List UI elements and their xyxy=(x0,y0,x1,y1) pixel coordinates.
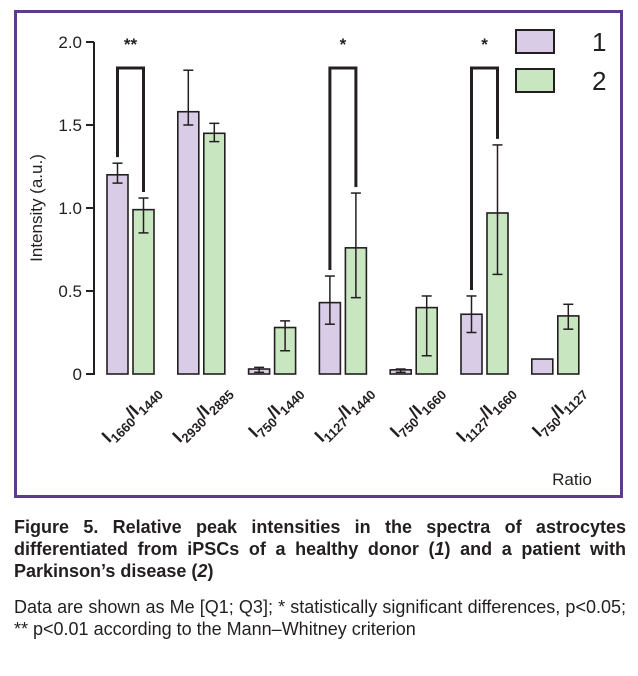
caption-group-1: 1 xyxy=(434,539,445,559)
y-tick-label: 1.0 xyxy=(58,199,82,218)
bar-series-1-cat-1 xyxy=(106,174,129,375)
x-axis-label: Ratio xyxy=(552,470,592,489)
legend-label-2: 2 xyxy=(592,66,606,96)
significance-bracket xyxy=(116,66,145,193)
figure-caption-note: Data are shown as Me [Q1; Q3]; * statist… xyxy=(14,597,626,639)
significance-label: ** xyxy=(124,35,138,54)
bar-series-1-cat-2 xyxy=(177,110,200,375)
category-label: I750/I1440 xyxy=(244,381,307,444)
category-label: I750/I1127 xyxy=(528,381,591,444)
caption-text-2: ) and a patient with Parkinson’s disease… xyxy=(14,539,626,581)
legend-label-1: 1 xyxy=(592,27,606,57)
category-label: I750/I1660 xyxy=(386,381,449,444)
y-tick-label: 1.5 xyxy=(58,116,82,135)
significance-label: * xyxy=(340,35,347,54)
significance-bracket xyxy=(470,66,499,290)
significance-bracket xyxy=(328,66,358,271)
caption-text-3: ) xyxy=(207,561,214,581)
legend-swatch-1 xyxy=(515,29,555,54)
category-label: I2930/I2885 xyxy=(168,381,237,450)
bar-series-2-cat-2 xyxy=(203,132,226,375)
y-axis-label: Intensity (a.u.) xyxy=(27,154,46,262)
bar-series-2-cat-1 xyxy=(132,208,155,375)
caption-text-1: Relative peak intensities in the spectra… xyxy=(14,517,626,559)
caption-group-2: 2 xyxy=(197,561,208,581)
figure-caption-title: Figure 5. Relative peak intensities in t… xyxy=(14,516,626,582)
bar-series-1-cat-7 xyxy=(530,358,554,375)
category-label: I1127/I1440 xyxy=(311,381,379,449)
y-tick-label: 0.5 xyxy=(58,282,82,301)
y-tick-label: 2.0 xyxy=(58,33,82,52)
category-label: I1127/I1660 xyxy=(452,381,520,449)
bar-chart: 00.51.01.52.0 ** * *I1660/I1440I2930/I2885I… xyxy=(27,27,606,489)
legend-swatch-2 xyxy=(515,68,555,93)
figure-frame xyxy=(14,10,623,498)
figure-label: Figure 5. xyxy=(14,517,99,537)
category-label: I1660/I1440 xyxy=(98,381,167,450)
y-tick-label: 0 xyxy=(73,365,82,384)
significance-label: * xyxy=(481,35,488,54)
